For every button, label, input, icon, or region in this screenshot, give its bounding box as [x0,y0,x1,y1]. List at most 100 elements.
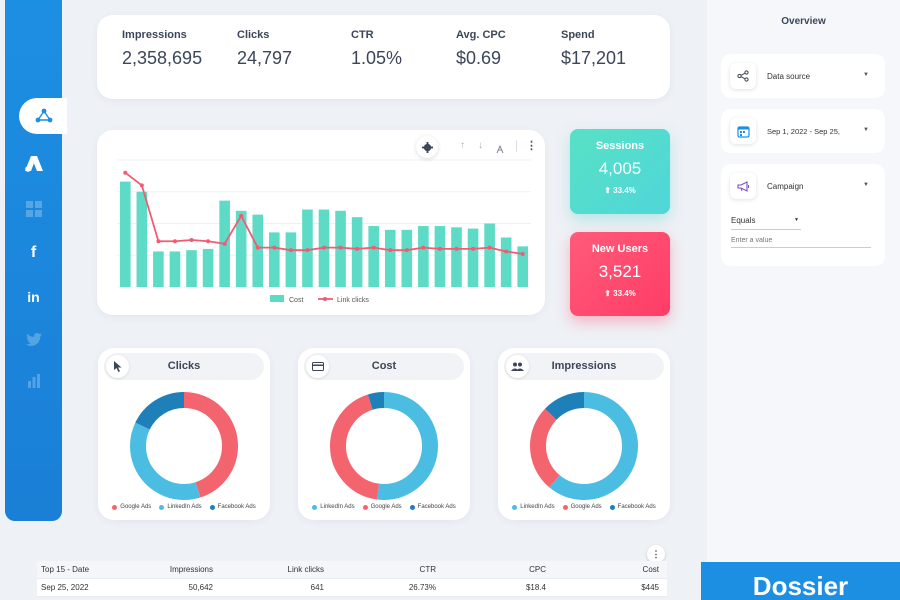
toolbar-divider [516,140,517,152]
data-point [288,248,293,253]
legend-item: Facebook Ads [209,504,256,510]
data-source-icon[interactable] [15,106,72,126]
facebook-icon[interactable]: f [30,244,37,261]
bar [235,210,247,287]
bar [119,181,131,287]
sort-icon[interactable] [496,141,505,159]
chevron-down-icon[interactable]: ▼ [863,182,869,188]
column-header[interactable]: CTR [419,565,436,574]
data-source-filter[interactable]: Data source ▼ [721,54,885,98]
kpi-label: Spend [561,29,595,41]
chevron-down-icon[interactable]: ▼ [863,127,869,133]
bar [384,229,396,287]
donut-slice [330,392,438,500]
tile-title: New Users [591,243,649,255]
legend-swatch-dot [323,297,327,301]
donut-slice [130,392,238,500]
legend-swatch [312,504,318,510]
microsoft-ads-icon[interactable] [5,199,62,219]
data-point [123,170,128,175]
gear-icon[interactable] [416,136,438,158]
cost-donut-card: Cost LinkedIn Ads Google Ads Facebook Ad… [298,348,470,520]
kpi-value: 1.05% [351,48,403,68]
operator-value: Equals [731,216,756,225]
filter-label: Campaign [767,182,804,191]
data-point [404,248,409,253]
legend-item: Facebook Ads [409,504,456,510]
kpi-avg-cpc: Avg. CPC $0.69 [456,29,506,69]
legend-label: Google Ads [370,504,402,510]
filter-label: Data source [767,72,811,81]
table-cell: 50,642 [188,583,213,592]
table-cell: 641 [310,583,324,592]
combo-chart: Cost Link clicks [117,159,531,304]
data-point [437,246,442,251]
donut-slice [530,392,638,500]
filter-value-input[interactable] [731,234,871,248]
arrow-down-icon[interactable]: ↓ [478,140,483,151]
legend-label: LinkedIn Ads [520,504,555,510]
bar [169,251,181,287]
table-row: Sep 25, 2022 50,642 641 26.73% $18.4 $44… [37,579,667,597]
legend-item: LinkedIn Ads [512,504,555,510]
legend-label: Facebook Ads [417,504,456,510]
operator-select[interactable]: Equals ▼ [731,216,801,230]
chevron-down-icon[interactable]: ▼ [863,72,869,78]
column-header[interactable]: Link clicks [287,565,324,574]
tile-title: Sessions [595,140,645,152]
data-point [421,245,426,250]
donut-title: Clicks [167,360,201,372]
legend-label: Facebook Ads [617,504,656,510]
chart-toolbar: ↑ ↓ ⋮ [416,136,544,158]
twitter-icon[interactable] [5,330,62,348]
linkedin-icon[interactable]: in [27,289,40,305]
overview-title: Overview [781,16,826,27]
table-cell: $18.4 [525,583,546,592]
megaphone-icon [730,173,756,199]
donut-header: Cost [304,353,464,380]
active-nav-indicator [19,98,67,134]
bar-chart-icon[interactable] [5,372,62,390]
table-more-button[interactable]: ⋮ [647,545,665,563]
donut-title: Impressions [551,360,617,372]
column-header[interactable]: Impressions [169,565,213,574]
bar [252,214,264,287]
bar [351,217,363,287]
column-header[interactable]: CPC [529,565,546,574]
data-point [172,239,177,244]
data-point [504,249,509,254]
legend-swatch [362,504,368,510]
legend-swatch [112,504,118,510]
clicks-donut-chart [130,392,238,500]
bar [434,226,446,287]
kpi-value: $0.69 [456,48,502,68]
table-cell: $445 [641,583,659,592]
tile-delta: ⬆ 33.4% [604,289,636,298]
donut-legend: LinkedIn Ads Google Ads Facebook Ads [298,504,470,510]
google-ads-icon[interactable] [5,153,62,175]
legend-swatch [512,504,518,510]
credit-card-icon [306,355,329,378]
donut-title: Cost [371,360,397,372]
bar [285,232,297,287]
kpi-label: Impressions [122,29,187,41]
donut-slice [130,392,238,500]
data-point [206,239,211,244]
legend-item: LinkedIn Ads [159,504,202,510]
calendar-icon [730,118,756,144]
column-header[interactable]: Cost [642,565,659,574]
campaign-filter: Campaign ▼ Equals ▼ [721,164,885,266]
more-icon[interactable]: ⋮ [526,140,537,152]
data-point [189,238,194,243]
kpi-value: $17,201 [561,48,627,68]
legend-label: Facebook Ads [217,504,256,510]
bar [153,251,164,287]
bar [467,228,479,287]
sessions-tile: Sessions 4,005 ⬆ 33.4% [570,129,670,214]
date-range-filter[interactable]: Sep 1, 2022 - Sep 25, ▼ [721,109,885,153]
column-header[interactable]: Top 15 - Date [41,565,90,574]
kpi-value: 2,358,695 [122,48,203,68]
arrow-up-icon[interactable]: ↑ [460,140,465,151]
data-point [355,246,360,251]
donut-slice [330,392,438,500]
